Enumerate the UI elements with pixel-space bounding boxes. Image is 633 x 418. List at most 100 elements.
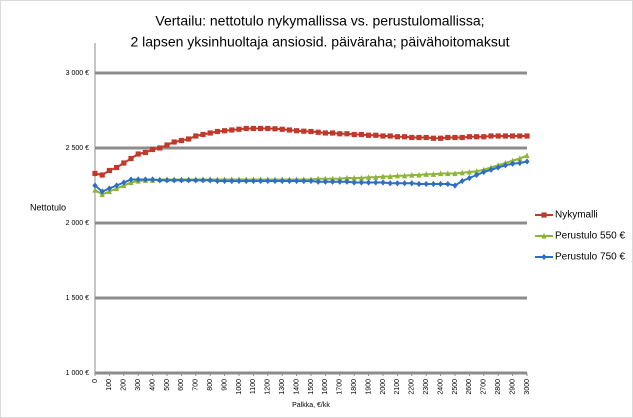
marker xyxy=(330,130,336,136)
marker xyxy=(214,177,220,185)
marker xyxy=(121,160,127,166)
marker xyxy=(150,146,156,153)
marker xyxy=(358,174,364,181)
marker xyxy=(351,174,357,181)
marker xyxy=(92,170,98,177)
x-tick-label: 2100 xyxy=(394,379,401,395)
marker xyxy=(430,171,436,177)
marker xyxy=(135,151,141,157)
marker xyxy=(452,134,458,141)
marker xyxy=(541,212,547,218)
x-tick-label: 700 xyxy=(193,379,200,391)
marker xyxy=(193,133,199,139)
marker xyxy=(402,180,408,187)
marker xyxy=(222,128,228,134)
marker xyxy=(452,170,458,177)
marker xyxy=(474,168,480,174)
marker xyxy=(445,134,451,141)
marker xyxy=(92,186,98,193)
marker xyxy=(128,176,134,183)
y-tick-label: 2 000 € xyxy=(66,220,89,227)
legend-label: Perustulo 550 € xyxy=(555,231,625,242)
marker xyxy=(142,149,148,156)
marker xyxy=(258,177,264,185)
marker xyxy=(366,174,372,180)
marker xyxy=(193,177,199,184)
marker xyxy=(186,177,192,184)
marker xyxy=(114,182,120,189)
marker xyxy=(322,130,328,136)
x-tick-label: 2400 xyxy=(437,379,444,395)
x-axis-label: Palkka, €/kk xyxy=(292,402,330,409)
x-tick-label: 200 xyxy=(121,379,128,391)
marker xyxy=(157,145,163,151)
x-tick-label: 1600 xyxy=(322,379,329,395)
x-tick-label: 2800 xyxy=(495,379,502,395)
marker xyxy=(541,253,547,261)
x-tick-label: 2300 xyxy=(423,379,430,395)
marker xyxy=(178,137,184,144)
marker xyxy=(488,166,494,173)
x-tick-label: 500 xyxy=(164,379,171,391)
marker xyxy=(402,134,408,140)
x-tick-label: 1300 xyxy=(279,379,286,395)
marker xyxy=(351,131,357,138)
marker xyxy=(351,179,357,186)
x-tick-label: 800 xyxy=(207,379,214,391)
marker xyxy=(394,134,400,140)
marker xyxy=(481,168,487,176)
marker xyxy=(121,179,127,186)
marker xyxy=(438,135,444,141)
marker xyxy=(402,172,408,179)
marker xyxy=(114,164,120,171)
marker xyxy=(409,134,415,141)
marker xyxy=(394,180,400,187)
marker xyxy=(229,177,235,185)
x-tick-label: 1400 xyxy=(293,379,300,395)
chart-title: Vertailu: nettotulo nykymallissa vs. per… xyxy=(155,13,484,29)
marker xyxy=(510,160,516,167)
marker xyxy=(250,125,256,132)
marker xyxy=(380,133,386,139)
marker xyxy=(502,133,508,139)
marker xyxy=(423,171,429,177)
x-tick-label: 100 xyxy=(106,379,113,391)
x-tick-label: 2500 xyxy=(452,379,459,395)
y-axis-label: Nettotulo xyxy=(30,202,66,212)
marker xyxy=(524,152,530,159)
marker xyxy=(380,173,386,180)
marker xyxy=(409,171,415,178)
marker xyxy=(510,133,516,139)
marker xyxy=(416,134,422,141)
marker xyxy=(466,174,472,182)
marker xyxy=(459,169,465,176)
marker xyxy=(171,139,177,145)
marker xyxy=(416,171,422,178)
marker xyxy=(128,155,134,162)
x-tick-label: 900 xyxy=(221,379,228,391)
marker xyxy=(258,125,264,132)
marker xyxy=(337,131,343,137)
marker xyxy=(330,178,336,185)
marker xyxy=(488,133,494,139)
marker xyxy=(495,164,501,171)
marker xyxy=(186,136,192,142)
marker xyxy=(207,130,213,136)
marker xyxy=(481,134,487,140)
marker xyxy=(294,177,300,185)
marker xyxy=(308,177,314,185)
marker xyxy=(164,177,170,184)
marker xyxy=(423,180,429,188)
legend-label: Nykymalli xyxy=(555,210,598,221)
y-tick-label: 3 000 € xyxy=(66,70,89,77)
marker xyxy=(279,126,285,132)
x-tick-label: 1000 xyxy=(236,379,243,395)
marker xyxy=(541,232,547,239)
marker xyxy=(373,132,379,138)
chart-title: 2 lapsen yksinhuoltaja ansiosid. päivära… xyxy=(130,34,509,50)
marker xyxy=(459,134,465,141)
marker xyxy=(330,175,336,182)
marker xyxy=(286,127,292,133)
